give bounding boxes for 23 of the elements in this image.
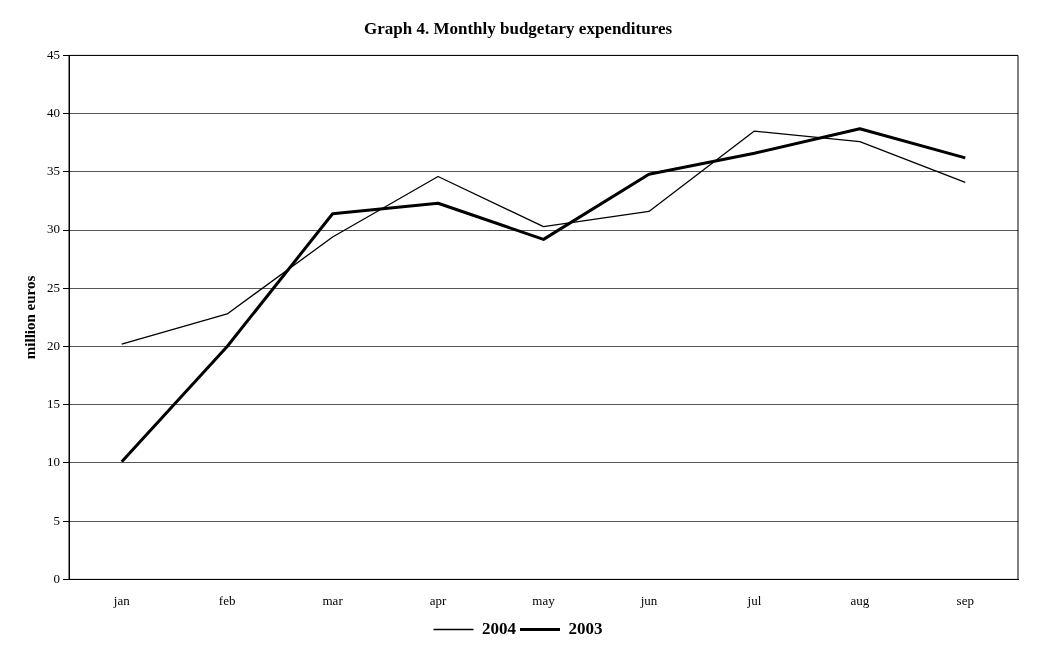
y-tick-label: 5 — [53, 512, 60, 528]
x-tick-label: jan — [112, 592, 131, 608]
y-tick-label: 15 — [47, 396, 60, 412]
x-tick-label: aug — [850, 592, 870, 608]
x-tick-label: jun — [639, 592, 658, 608]
y-tick-label: 0 — [53, 570, 60, 586]
x-tick-label: sep — [956, 592, 974, 608]
x-tick-label: mar — [322, 592, 344, 608]
legend-label: 2004 — [482, 618, 517, 638]
y-axis-title: million euros — [21, 275, 38, 360]
chart-title: Graph 4. Monthly budgetary expenditures — [363, 18, 673, 38]
y-tick-label: 40 — [47, 105, 60, 121]
x-tick-label: apr — [429, 592, 448, 608]
x-tick-label: jul — [746, 592, 762, 608]
y-tick-label: 35 — [47, 163, 60, 179]
x-tick-label: feb — [218, 592, 236, 608]
y-tick-label: 45 — [47, 46, 60, 62]
y-tick-label: 30 — [47, 221, 60, 237]
y-tick-label: 10 — [47, 454, 60, 470]
legend-label: 2003 — [568, 618, 603, 638]
y-tick-label: 20 — [47, 337, 60, 353]
y-tick-label: 25 — [47, 279, 60, 295]
x-tick-label: may — [532, 592, 556, 608]
